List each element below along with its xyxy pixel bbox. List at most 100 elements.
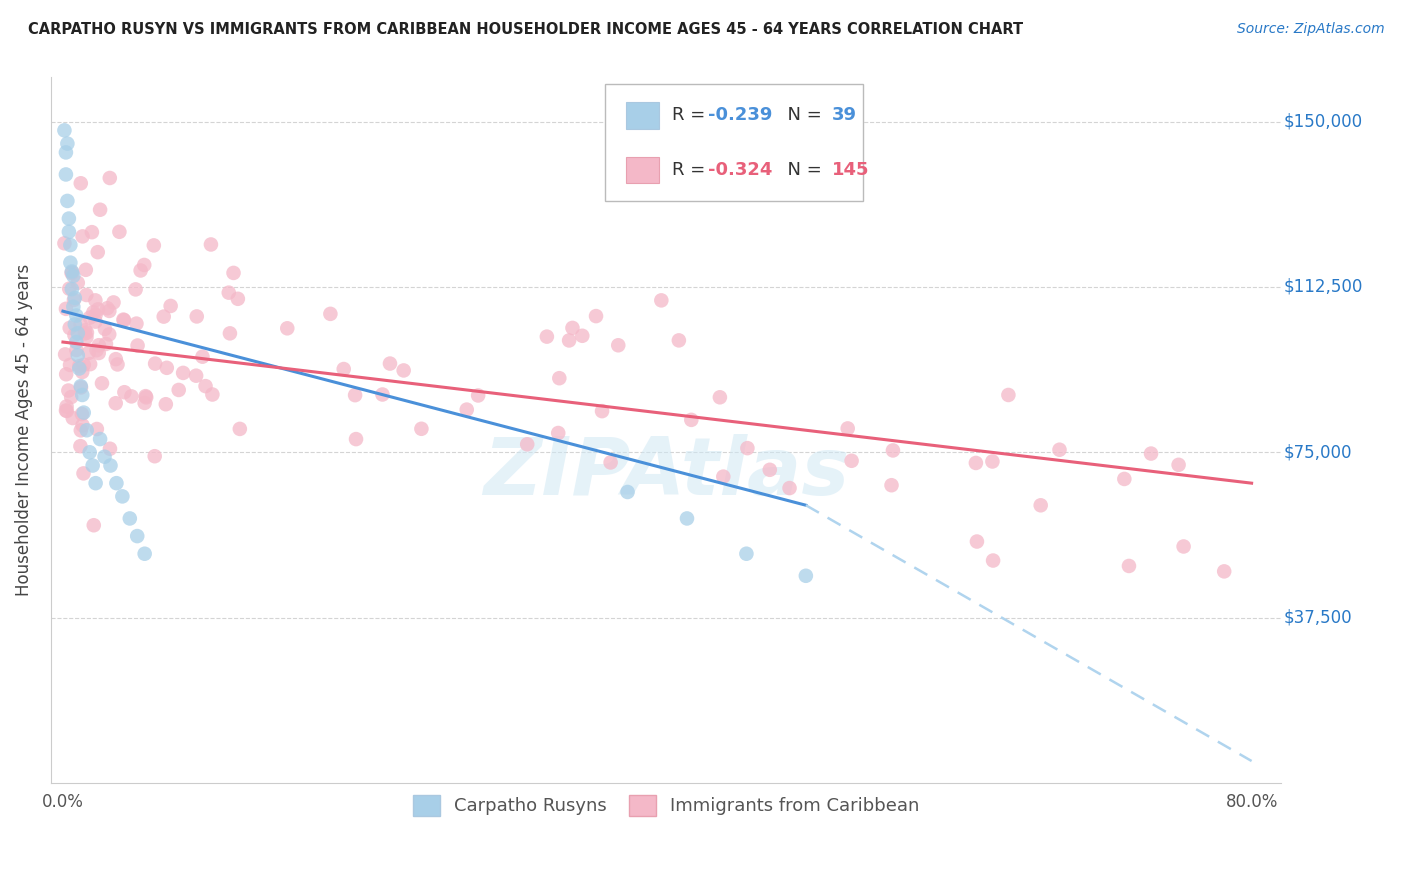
Point — [89, 202, 111, 217]
Point — [837, 421, 859, 435]
Point — [59, 358, 82, 372]
Point — [60, 390, 83, 404]
Text: $112,500: $112,500 — [1284, 278, 1364, 296]
Point — [76, 423, 98, 437]
Point — [172, 366, 194, 380]
Text: R =: R = — [672, 106, 710, 124]
Point — [134, 547, 156, 561]
Point — [56, 136, 79, 151]
Point — [76, 326, 98, 340]
Point — [87, 302, 110, 317]
Point — [59, 255, 82, 269]
Point — [108, 225, 131, 239]
Point — [184, 368, 207, 383]
Point — [194, 379, 217, 393]
Point — [143, 357, 166, 371]
Point — [668, 334, 690, 348]
Point — [104, 396, 127, 410]
Point — [66, 326, 89, 341]
Point — [143, 449, 166, 463]
Point — [467, 388, 489, 402]
Point — [966, 534, 988, 549]
Point — [86, 343, 108, 358]
Point — [125, 317, 148, 331]
Point — [118, 511, 141, 525]
Point — [55, 301, 77, 316]
FancyBboxPatch shape — [626, 102, 659, 128]
Point — [105, 476, 128, 491]
Point — [67, 361, 90, 376]
Point — [222, 266, 245, 280]
Point — [134, 396, 156, 410]
Point — [191, 350, 214, 364]
Point — [69, 439, 91, 453]
Point — [84, 315, 107, 329]
Text: CARPATHO RUSYN VS IMMIGRANTS FROM CARIBBEAN HOUSEHOLDER INCOME AGES 45 - 64 YEAR: CARPATHO RUSYN VS IMMIGRANTS FROM CARIBB… — [28, 22, 1024, 37]
Point — [981, 454, 1004, 468]
Point — [69, 379, 91, 393]
Point — [536, 329, 558, 343]
Point — [70, 407, 93, 421]
Point — [53, 123, 76, 137]
Point — [98, 442, 121, 456]
Point — [758, 463, 780, 477]
Point — [332, 362, 354, 376]
Legend: Carpatho Rusyns, Immigrants from Caribbean: Carpatho Rusyns, Immigrants from Caribbe… — [404, 786, 928, 825]
Text: 39: 39 — [831, 106, 856, 124]
Point — [1167, 458, 1189, 472]
Point — [82, 305, 104, 319]
Point — [779, 481, 801, 495]
Point — [135, 389, 157, 403]
Text: R =: R = — [672, 161, 710, 179]
Point — [167, 383, 190, 397]
Point — [882, 443, 904, 458]
Point — [87, 338, 110, 352]
Point — [276, 321, 298, 335]
Point — [711, 469, 734, 483]
Point — [378, 357, 401, 371]
Point — [650, 293, 672, 308]
Point — [616, 485, 638, 500]
Text: $150,000: $150,000 — [1284, 112, 1362, 130]
Point — [548, 371, 571, 385]
Point — [571, 328, 593, 343]
Point — [84, 308, 107, 322]
Point — [89, 432, 111, 446]
FancyBboxPatch shape — [605, 85, 863, 201]
Point — [96, 301, 118, 316]
Point — [794, 568, 817, 582]
Text: $37,500: $37,500 — [1284, 608, 1353, 627]
Point — [152, 310, 174, 324]
Point — [55, 145, 77, 160]
Point — [104, 352, 127, 367]
Point — [72, 467, 94, 481]
Point — [80, 225, 103, 239]
Point — [319, 307, 342, 321]
Point — [56, 194, 79, 208]
Point — [69, 176, 91, 190]
Point — [62, 411, 84, 425]
Point — [55, 168, 77, 182]
Point — [73, 326, 96, 341]
Point — [63, 293, 86, 307]
Point — [72, 388, 94, 402]
Point — [87, 346, 110, 360]
Point — [156, 360, 179, 375]
Point — [159, 299, 181, 313]
Point — [65, 343, 87, 357]
Point — [226, 292, 249, 306]
Point — [62, 300, 84, 314]
Point — [120, 389, 142, 403]
Point — [709, 390, 731, 404]
Point — [135, 390, 157, 404]
Point — [86, 422, 108, 436]
Point — [58, 225, 80, 239]
Point — [561, 321, 583, 335]
Point — [111, 490, 134, 504]
Point — [737, 441, 759, 455]
Point — [65, 309, 87, 323]
Point — [70, 365, 93, 379]
Point — [98, 327, 121, 342]
Point — [63, 291, 86, 305]
Point — [127, 529, 149, 543]
